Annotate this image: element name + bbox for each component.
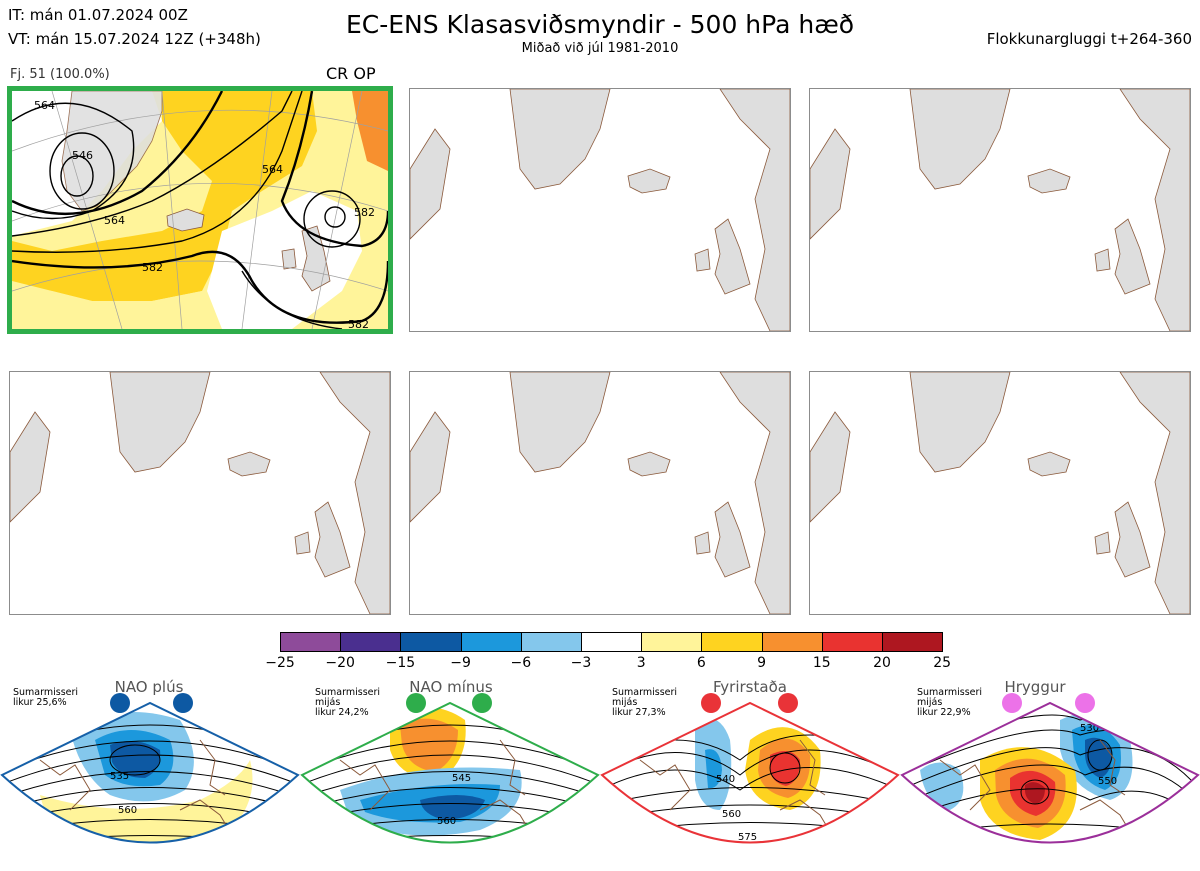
contour-label: 560 bbox=[722, 809, 741, 820]
regime-info-line: likur 22,9% bbox=[917, 707, 971, 718]
regime-name: NAO mínus bbox=[409, 678, 493, 696]
cluster-map-2[interactable] bbox=[409, 88, 791, 332]
regime-name: Fyrirstaða bbox=[713, 678, 787, 696]
regime-marker-dot bbox=[701, 693, 721, 713]
colorbar-swatch bbox=[520, 632, 582, 652]
colorbar-swatch bbox=[701, 632, 763, 652]
regime-info: Sumarmisseri mijás likur 27,3% bbox=[612, 688, 677, 718]
contour-label: 564 bbox=[262, 163, 283, 176]
colorbar-tick-label: −25 bbox=[265, 655, 295, 671]
cluster-map-3-canvas bbox=[810, 89, 1190, 331]
regime-info-line: mijás bbox=[315, 697, 341, 708]
regime-info: Sumarmisseri likur 25,6% bbox=[13, 688, 78, 708]
colorbar-tick-label: 20 bbox=[873, 655, 891, 671]
contour-label: 564 bbox=[34, 99, 55, 112]
regime-marker-dot bbox=[1075, 693, 1095, 713]
regime-name: NAO plús bbox=[114, 678, 184, 696]
contour-label: 582 bbox=[142, 261, 163, 274]
colorbar-tick-label: 15 bbox=[812, 655, 831, 671]
contour-label: 530 bbox=[1080, 723, 1099, 734]
classification-window-label: Flokkunargluggi t+264-360 bbox=[986, 30, 1192, 48]
colorbar-tick-label: 6 bbox=[696, 655, 706, 671]
contour-label: 560 bbox=[118, 805, 137, 816]
colorbar-tick-label: 3 bbox=[636, 655, 646, 671]
colorbar-tick-label: −9 bbox=[450, 655, 471, 671]
colorbar-swatch bbox=[761, 632, 823, 652]
colorbar-swatch bbox=[821, 632, 883, 652]
regime-marker-dot bbox=[778, 693, 798, 713]
regime-marker-dot bbox=[173, 693, 193, 713]
regime-info-line: likur 25,6% bbox=[13, 697, 67, 708]
contour-label: 545 bbox=[452, 773, 471, 784]
init-time-label: IT: mán 01.07.2024 00Z bbox=[8, 6, 188, 24]
contour-label: 550 bbox=[1098, 776, 1117, 787]
contour-label: 575 bbox=[1092, 842, 1111, 853]
regime-info: Sumarmisseri mijás likur 22,9% bbox=[917, 688, 982, 718]
colorbar-swatch bbox=[280, 632, 342, 652]
cluster-map-1[interactable]: 564 546 564 564 582 582 582 bbox=[7, 86, 393, 334]
regime-map-blocking: 540 560 575 bbox=[600, 701, 900, 844]
regime-info-line: Sumarmisseri bbox=[315, 687, 381, 698]
colorbar-swatch bbox=[581, 632, 643, 652]
regime-map-nao-plus: 535 560 bbox=[0, 701, 300, 844]
cluster-map-6-canvas bbox=[810, 372, 1190, 614]
cluster-map-5-canvas bbox=[410, 372, 790, 614]
colorbar-tick-label: −15 bbox=[385, 655, 416, 671]
regime-marker-dot bbox=[406, 693, 426, 713]
regime-map-ridge: 530 550 575 bbox=[900, 701, 1200, 853]
regime-marker-dot bbox=[1002, 693, 1022, 713]
regime-info-line: mijás bbox=[917, 697, 943, 708]
valid-time-label: VT: mán 15.07.2024 12Z (+348h) bbox=[8, 30, 261, 48]
regime-name: Hryggur bbox=[1004, 678, 1066, 696]
cluster-map-2-canvas bbox=[410, 89, 790, 331]
colorbar-tick-label: 25 bbox=[933, 655, 952, 671]
cluster-tag: CR OP bbox=[326, 64, 376, 83]
regime-info-line: likur 27,3% bbox=[612, 707, 666, 718]
colorbar-swatch bbox=[400, 632, 462, 652]
colorbar-tick-label: −20 bbox=[325, 655, 355, 671]
contour-label: 564 bbox=[104, 214, 125, 227]
contour-label: 582 bbox=[354, 206, 375, 219]
contour-label: 575 bbox=[738, 832, 757, 843]
cluster-map-1-canvas: 564 546 564 564 582 582 582 bbox=[12, 91, 388, 329]
contour-label: 540 bbox=[716, 774, 735, 785]
contour-label: 535 bbox=[110, 771, 129, 782]
regime-map-nao-minus: 545 560 575 bbox=[300, 701, 600, 861]
contour-label: 582 bbox=[348, 318, 369, 329]
colorbar-swatch bbox=[460, 632, 522, 652]
regime-info-line: Sumarmisseri bbox=[13, 687, 79, 698]
cluster-map-6[interactable] bbox=[809, 371, 1191, 615]
regime-info-line: Sumarmisseri bbox=[612, 687, 678, 698]
colorbar-swatch bbox=[641, 632, 703, 652]
regime-marker-dot bbox=[472, 693, 492, 713]
colorbar-tick-label: 9 bbox=[757, 655, 767, 671]
regime-info: Sumarmisseri mijás likur 24,2% bbox=[315, 688, 380, 718]
climatology-subtitle: Miðað við júl 1981-2010 bbox=[521, 41, 679, 56]
contour-label: 560 bbox=[437, 816, 456, 827]
regime-marker-dot bbox=[110, 693, 130, 713]
colorbar-tick-label: −6 bbox=[510, 655, 532, 671]
regime-info-line: mijás bbox=[612, 697, 638, 708]
colorbar-swatch bbox=[340, 632, 402, 652]
contour-label: 546 bbox=[72, 149, 93, 162]
regime-info-line: likur 24,2% bbox=[315, 707, 369, 718]
cluster-map-4-canvas bbox=[10, 372, 390, 614]
colorbar-tick-label: −3 bbox=[570, 655, 592, 671]
contour-label: 575 bbox=[448, 850, 467, 861]
page-title: EC-ENS Klasasviðsmyndir - 500 hPa hæð bbox=[345, 10, 855, 39]
cluster-map-5[interactable] bbox=[409, 371, 791, 615]
colorbar-swatch bbox=[882, 632, 944, 652]
member-count-label: Fj. 51 (100.0%) bbox=[10, 67, 110, 82]
cluster-map-3[interactable] bbox=[809, 88, 1191, 332]
cluster-map-4[interactable] bbox=[9, 371, 391, 615]
regime-info-line: Sumarmisseri bbox=[917, 687, 983, 698]
